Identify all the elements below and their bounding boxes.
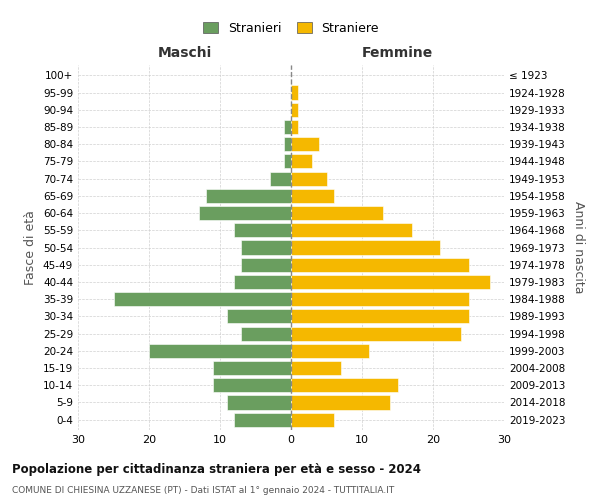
Bar <box>291 310 469 324</box>
Bar <box>291 412 334 426</box>
Legend: Stranieri, Straniere: Stranieri, Straniere <box>198 16 384 40</box>
Bar <box>234 412 291 426</box>
Bar <box>227 310 291 324</box>
Bar <box>234 275 291 289</box>
Bar <box>291 206 383 220</box>
Bar <box>291 223 412 238</box>
Bar <box>291 396 391 409</box>
Bar <box>284 154 291 168</box>
Bar <box>291 326 461 340</box>
Bar <box>206 189 291 203</box>
Bar <box>241 240 291 254</box>
Bar <box>291 275 490 289</box>
Bar <box>291 292 469 306</box>
Text: Popolazione per cittadinanza straniera per età e sesso - 2024: Popolazione per cittadinanza straniera p… <box>12 462 421 475</box>
Bar <box>291 137 319 152</box>
Bar <box>213 361 291 375</box>
Bar <box>291 344 369 358</box>
Bar <box>213 378 291 392</box>
Bar <box>291 102 298 117</box>
Text: Maschi: Maschi <box>157 46 212 60</box>
Text: COMUNE DI CHIESINA UZZANESE (PT) - Dati ISTAT al 1° gennaio 2024 - TUTTITALIA.IT: COMUNE DI CHIESINA UZZANESE (PT) - Dati … <box>12 486 394 495</box>
Bar <box>284 120 291 134</box>
Y-axis label: Fasce di età: Fasce di età <box>25 210 37 285</box>
Bar <box>291 86 298 100</box>
Bar <box>149 344 291 358</box>
Bar <box>241 326 291 340</box>
Text: Femmine: Femmine <box>362 46 433 60</box>
Bar <box>291 189 334 203</box>
Bar <box>291 120 298 134</box>
Bar <box>291 258 469 272</box>
Bar <box>241 258 291 272</box>
Bar <box>113 292 291 306</box>
Bar <box>270 172 291 185</box>
Bar <box>227 396 291 409</box>
Bar <box>284 137 291 152</box>
Y-axis label: Anni di nascita: Anni di nascita <box>572 201 585 294</box>
Bar <box>291 154 313 168</box>
Bar <box>234 223 291 238</box>
Bar <box>291 172 326 185</box>
Bar <box>291 378 398 392</box>
Bar <box>291 240 440 254</box>
Bar <box>199 206 291 220</box>
Bar <box>291 361 341 375</box>
